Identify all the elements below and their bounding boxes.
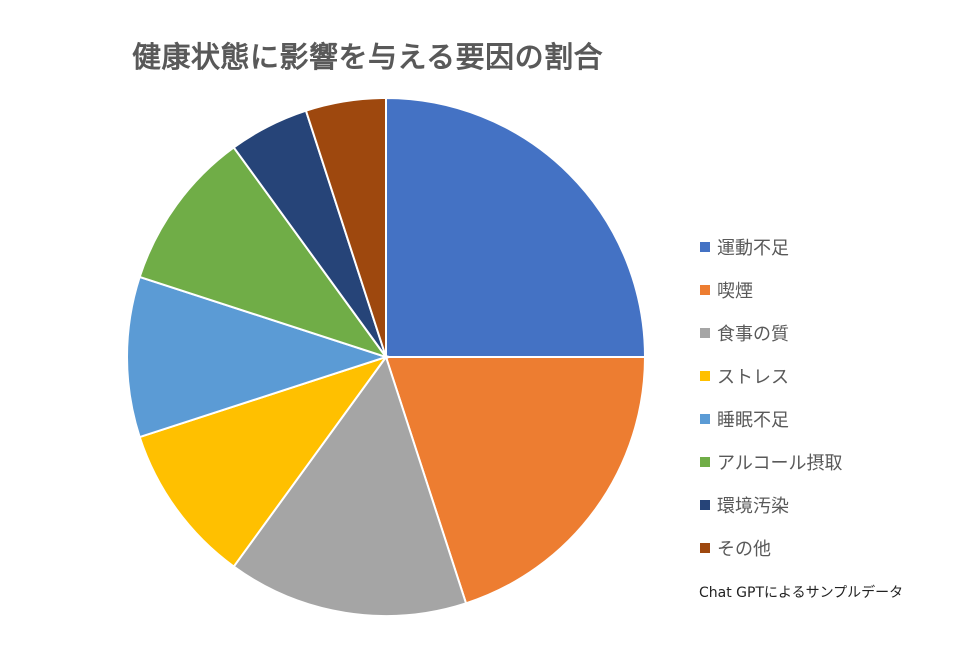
legend-label: 食事の質 (717, 323, 789, 345)
pie-slices (126, 96, 647, 617)
legend-swatch (700, 499, 710, 510)
pie-slice-2 (384, 356, 647, 605)
pie-slice-6 (138, 146, 389, 359)
legend-swatch (700, 327, 710, 338)
legend-label: 睡眠不足 (717, 409, 789, 431)
legend-item: 喫煙 (700, 268, 842, 311)
legend-label: 運動不足 (717, 237, 789, 259)
legend: 運動不足喫煙食事の質ストレス睡眠不足アルコール摂取 環境汚染その他 (700, 225, 842, 569)
source-footnote: Chat GPTによるサンプルデータ (699, 585, 904, 601)
legend-item: 睡眠不足 (700, 397, 842, 440)
legend-item: 運動不足 (700, 225, 842, 268)
pie-slice-8 (304, 96, 387, 358)
legend-item: アルコール摂取 (700, 440, 842, 483)
legend-label: アルコール摂取 (717, 452, 843, 474)
legend-label: 環境汚染 (717, 495, 789, 517)
legend-swatch (700, 370, 710, 381)
legend-label: 喫煙 (717, 280, 753, 302)
legend-swatch (700, 284, 710, 295)
legend-swatch (700, 241, 710, 252)
legend-item: ストレス (700, 354, 842, 397)
legend-label: ストレス (717, 366, 789, 388)
legend-swatch (700, 413, 710, 424)
pie-slice-4 (138, 355, 389, 568)
legend-item: 食事の質 (700, 311, 842, 354)
legend-swatch (700, 456, 710, 467)
pie-slice-1 (385, 96, 647, 358)
legend-item: その他 (700, 526, 842, 569)
pie-slice-5 (126, 275, 390, 439)
chart-title: 健康状態に影響を与える要因の割合 (132, 40, 604, 74)
legend-item: 環境汚染 (700, 483, 842, 526)
legend-swatch (700, 542, 710, 553)
legend-label: その他 (717, 538, 771, 560)
pie-slice-3 (232, 354, 468, 617)
